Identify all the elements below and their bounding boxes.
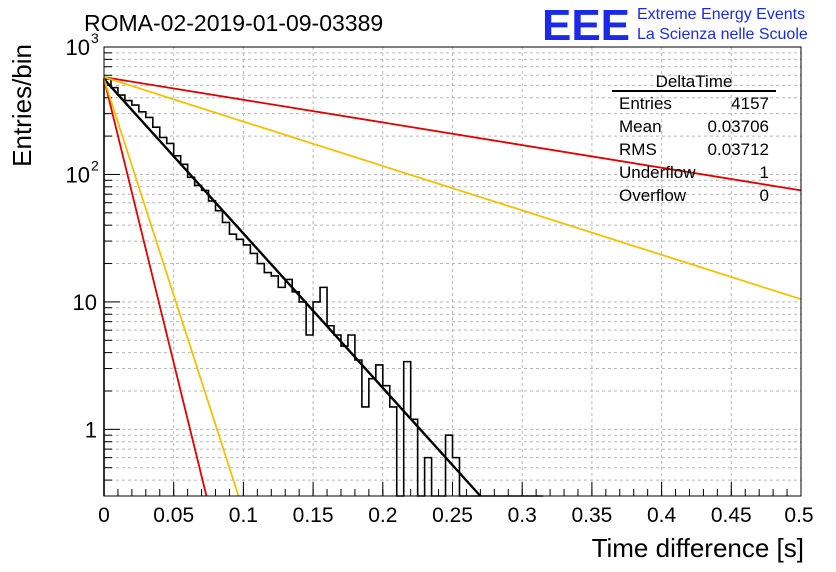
exp-line-1	[103, 78, 482, 497]
axis-ticks	[103, 46, 802, 497]
logo-line-2: La Scienza nelle Scuole	[637, 26, 808, 43]
stats-title: DeltaTime	[656, 72, 733, 91]
y-tick-exponent: 2	[91, 157, 99, 173]
stats-value: 0.03706	[708, 117, 769, 136]
x-tick-labels: 0 0.05 0.1 0.15 0.2 0.25 0.3 0.35 0.4 0.45 0.5	[98, 504, 813, 527]
fit-lines	[103, 76, 802, 497]
x-tick-label: 0.2	[368, 504, 397, 527]
exp-line-4	[103, 78, 208, 497]
stats-label: Underflow	[619, 163, 696, 182]
stats-value: 4157	[731, 94, 769, 113]
eee-logo: EEE	[542, 1, 630, 50]
plot-frame	[103, 46, 802, 497]
stats-value: 1	[760, 163, 769, 182]
stats-box: DeltaTime Entries 4157 Mean 0.03706 RMS 0.037…	[612, 72, 776, 205]
x-tick-label: 0	[98, 504, 110, 527]
stats-label: RMS	[619, 140, 657, 159]
x-tick-label: 0.3	[508, 504, 537, 527]
stats-value: 0.03712	[708, 140, 769, 159]
y-tick-label: 10	[73, 290, 97, 315]
exp-line-5	[103, 78, 240, 497]
x-tick-label: 0.15	[293, 504, 334, 527]
exp-line-2	[103, 76, 802, 192]
stats-label: Overflow	[619, 186, 687, 205]
x-tick-label: 0.1	[229, 504, 258, 527]
y-tick-label: 10	[66, 162, 90, 187]
y-tick-label: 1	[85, 417, 97, 442]
x-tick-label: 0.35	[571, 504, 612, 527]
x-tick-label: 0.5	[784, 504, 813, 527]
x-tick-label: 0.05	[153, 504, 194, 527]
x-tick-label: 0.25	[432, 504, 473, 527]
y-tick-exponent: 3	[91, 30, 99, 46]
exp-line-3	[103, 76, 802, 301]
x-tick-label: 0.4	[647, 504, 677, 527]
stats-value: 0	[760, 186, 769, 205]
y-tick-label: 10	[66, 35, 90, 60]
x-tick-label: 0.45	[711, 504, 752, 527]
stats-label: Entries	[619, 94, 672, 113]
run-title: ROMA-02-2019-01-09-03389	[84, 10, 383, 36]
stats-label: Mean	[619, 117, 662, 136]
y-axis-title: Entries/bin	[7, 44, 37, 167]
x-axis-title: Time difference [s]	[592, 533, 804, 563]
logo-line-1: Extreme Energy Events	[637, 6, 805, 23]
